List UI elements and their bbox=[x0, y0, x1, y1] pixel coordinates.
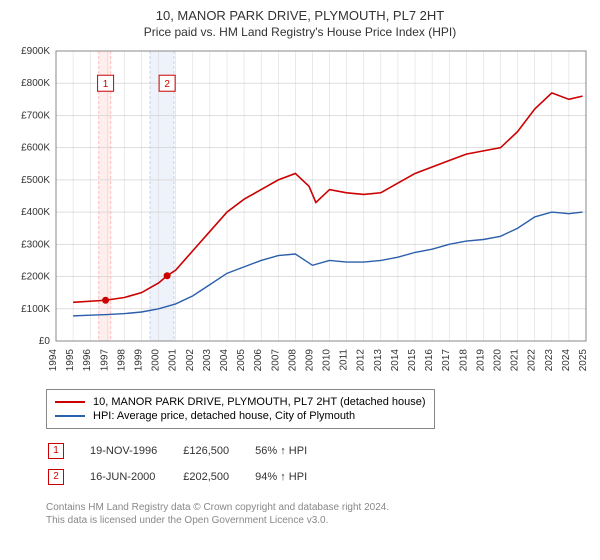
svg-text:2001: 2001 bbox=[168, 349, 179, 372]
legend-swatch-series2 bbox=[55, 415, 85, 417]
svg-text:2023: 2023 bbox=[544, 349, 555, 372]
marker-badge: 2 bbox=[48, 469, 64, 485]
svg-text:2008: 2008 bbox=[287, 349, 298, 372]
svg-text:2003: 2003 bbox=[202, 349, 213, 372]
svg-text:2007: 2007 bbox=[270, 349, 281, 372]
svg-text:1996: 1996 bbox=[82, 349, 93, 372]
svg-text:2015: 2015 bbox=[407, 349, 418, 372]
marker-date: 16-JUN-2000 bbox=[90, 465, 181, 489]
svg-text:£900K: £900K bbox=[21, 46, 50, 57]
legend-swatch-series1 bbox=[55, 401, 85, 403]
svg-text:2024: 2024 bbox=[561, 349, 572, 372]
svg-text:2004: 2004 bbox=[219, 349, 230, 372]
svg-text:2014: 2014 bbox=[390, 349, 401, 372]
svg-text:2: 2 bbox=[164, 79, 170, 90]
svg-text:1998: 1998 bbox=[116, 349, 127, 372]
legend-row: 10, MANOR PARK DRIVE, PLYMOUTH, PL7 2HT … bbox=[55, 396, 426, 408]
chart-svg: £0 £100K £200K £300K £400K £500K £600K £700K £80… bbox=[8, 43, 592, 383]
svg-text:2009: 2009 bbox=[304, 349, 315, 372]
svg-text:1995: 1995 bbox=[65, 349, 76, 372]
svg-text:£500K: £500K bbox=[21, 175, 50, 186]
legend-label-series1: 10, MANOR PARK DRIVE, PLYMOUTH, PL7 2HT … bbox=[93, 396, 426, 408]
svg-text:2017: 2017 bbox=[441, 349, 452, 372]
svg-text:2022: 2022 bbox=[527, 349, 538, 372]
svg-text:£0: £0 bbox=[39, 336, 51, 347]
svg-text:1: 1 bbox=[103, 79, 109, 90]
marker-badge: 1 bbox=[48, 443, 64, 459]
svg-text:1999: 1999 bbox=[133, 349, 144, 372]
svg-text:2011: 2011 bbox=[339, 349, 350, 371]
svg-text:2012: 2012 bbox=[356, 349, 367, 372]
legend: 10, MANOR PARK DRIVE, PLYMOUTH, PL7 2HT … bbox=[46, 389, 435, 429]
svg-text:£800K: £800K bbox=[21, 78, 50, 89]
marker-date: 19-NOV-1996 bbox=[90, 439, 181, 463]
svg-text:1997: 1997 bbox=[99, 349, 110, 372]
svg-text:2000: 2000 bbox=[151, 349, 162, 372]
svg-text:2020: 2020 bbox=[493, 349, 504, 372]
svg-text:£600K: £600K bbox=[21, 143, 50, 154]
marker-price: £202,500 bbox=[183, 465, 253, 489]
price-chart: £0 £100K £200K £300K £400K £500K £600K £700K £80… bbox=[8, 43, 592, 383]
marker-pct: 56% ↑ HPI bbox=[255, 439, 331, 463]
marker-price: £126,500 bbox=[183, 439, 253, 463]
svg-text:£400K: £400K bbox=[21, 207, 50, 218]
chart-title-subtitle: Price paid vs. HM Land Registry's House … bbox=[8, 25, 592, 39]
marker-table: 1 19-NOV-1996 £126,500 56% ↑ HPI 2 16-JU… bbox=[46, 437, 333, 491]
svg-text:£100K: £100K bbox=[21, 304, 50, 315]
legend-label-series2: HPI: Average price, detached house, City… bbox=[93, 410, 355, 422]
footer-line1: Contains HM Land Registry data © Crown c… bbox=[46, 501, 592, 514]
svg-text:2025: 2025 bbox=[578, 349, 589, 372]
legend-row: HPI: Average price, detached house, City… bbox=[55, 410, 426, 422]
marker-row: 2 16-JUN-2000 £202,500 94% ↑ HPI bbox=[48, 465, 331, 489]
svg-text:2010: 2010 bbox=[322, 349, 333, 372]
svg-text:2005: 2005 bbox=[236, 349, 247, 372]
chart-title-block: 10, MANOR PARK DRIVE, PLYMOUTH, PL7 2HT … bbox=[8, 8, 592, 39]
svg-text:2018: 2018 bbox=[458, 349, 469, 372]
chart-title-address: 10, MANOR PARK DRIVE, PLYMOUTH, PL7 2HT bbox=[8, 8, 592, 23]
svg-text:£300K: £300K bbox=[21, 239, 50, 250]
svg-text:2016: 2016 bbox=[424, 349, 435, 372]
svg-text:2006: 2006 bbox=[253, 349, 264, 372]
svg-text:2021: 2021 bbox=[510, 349, 521, 372]
svg-text:2019: 2019 bbox=[475, 349, 486, 372]
footer-line2: This data is licensed under the Open Gov… bbox=[46, 514, 592, 527]
svg-text:£200K: £200K bbox=[21, 272, 50, 283]
svg-text:2013: 2013 bbox=[373, 349, 384, 372]
marker-pct: 94% ↑ HPI bbox=[255, 465, 331, 489]
footer-attribution: Contains HM Land Registry data © Crown c… bbox=[46, 501, 592, 527]
svg-text:2002: 2002 bbox=[185, 349, 196, 372]
svg-text:£700K: £700K bbox=[21, 110, 50, 121]
svg-text:1994: 1994 bbox=[48, 349, 59, 372]
marker-row: 1 19-NOV-1996 £126,500 56% ↑ HPI bbox=[48, 439, 331, 463]
